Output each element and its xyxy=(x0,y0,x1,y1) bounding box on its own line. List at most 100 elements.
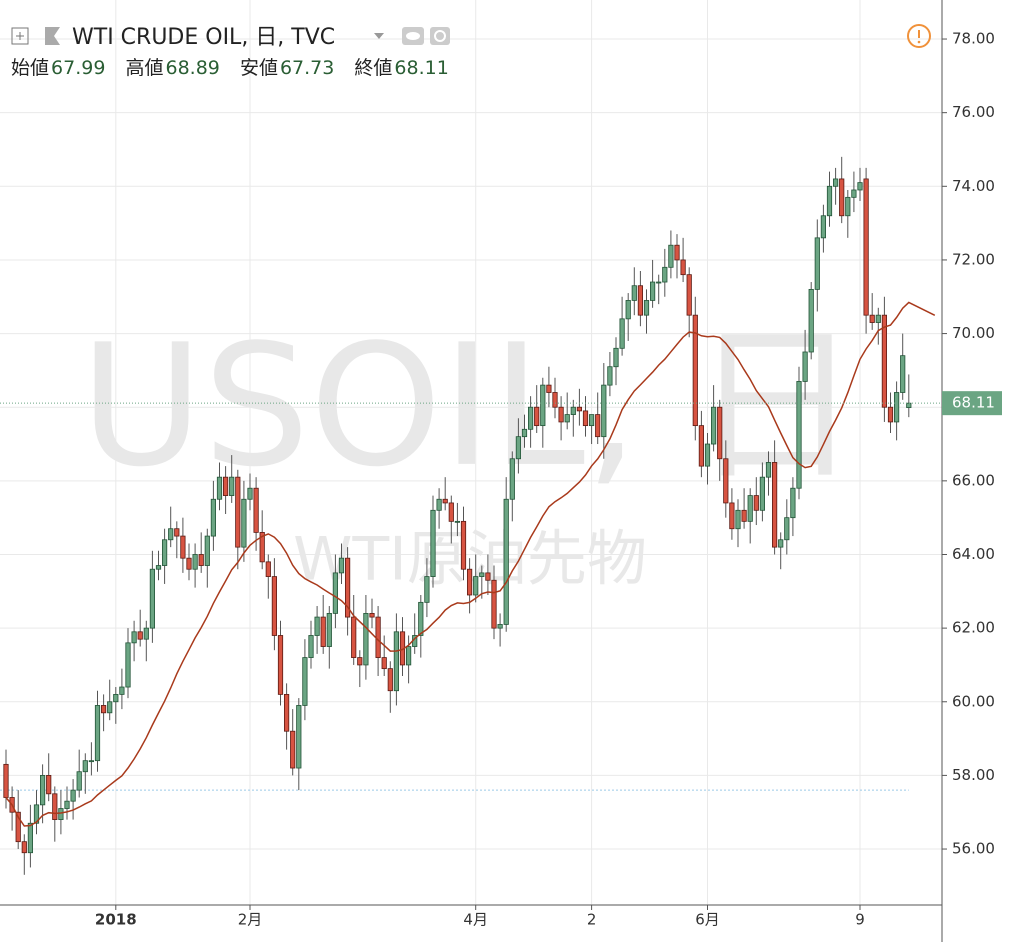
y-tick-label: 56.00 xyxy=(952,840,995,858)
candle-body xyxy=(320,616,326,647)
candle xyxy=(290,709,296,776)
candle-body xyxy=(290,730,296,769)
candle xyxy=(302,639,308,721)
candle-body xyxy=(582,410,589,427)
candle xyxy=(119,668,125,710)
plot xyxy=(0,156,942,875)
candle xyxy=(668,230,674,279)
add-icon[interactable] xyxy=(11,27,29,45)
candle xyxy=(552,377,558,419)
candle xyxy=(881,296,888,422)
flag-icon[interactable] xyxy=(45,27,60,45)
candle xyxy=(418,594,424,658)
y-tick-label: 74.00 xyxy=(952,177,995,195)
candle xyxy=(637,270,644,327)
candle-body xyxy=(247,487,253,500)
candle xyxy=(40,764,46,824)
candle-body xyxy=(155,565,162,570)
candle-body xyxy=(186,557,192,570)
candle-body xyxy=(58,808,64,820)
candle xyxy=(863,167,869,334)
ohlc-value: 67.99 xyxy=(51,57,105,79)
candle-body xyxy=(887,406,894,423)
candle xyxy=(515,418,522,474)
moving-average xyxy=(5,301,936,827)
candle xyxy=(509,451,515,522)
candle xyxy=(326,606,332,669)
candle xyxy=(369,598,375,629)
candle xyxy=(723,440,729,518)
candle-body xyxy=(271,576,278,636)
candle-body xyxy=(460,520,467,570)
candle-body xyxy=(509,458,515,500)
candle xyxy=(906,374,912,418)
candle-body xyxy=(534,406,540,427)
candle xyxy=(448,495,454,544)
candle-body xyxy=(192,554,198,570)
candle xyxy=(894,381,900,441)
candle xyxy=(839,156,845,224)
candle xyxy=(277,620,284,706)
candle-body xyxy=(772,462,778,548)
candle xyxy=(149,550,155,643)
candle xyxy=(204,528,210,588)
candle xyxy=(521,414,528,448)
candle-body xyxy=(308,635,314,658)
candle-body xyxy=(94,705,101,762)
candle xyxy=(88,742,94,776)
candle-body xyxy=(820,215,827,239)
candle xyxy=(76,749,82,798)
candle-body xyxy=(52,793,58,820)
candle-body xyxy=(613,347,619,368)
candle-body xyxy=(528,406,534,430)
candle xyxy=(113,687,119,724)
candle xyxy=(58,790,64,835)
candle xyxy=(528,396,534,448)
candle xyxy=(430,495,436,588)
candle xyxy=(64,786,70,820)
candle xyxy=(735,499,741,548)
eye-icon-shape xyxy=(406,32,420,40)
candle-body xyxy=(436,498,442,511)
dropdown-icon[interactable] xyxy=(374,33,384,39)
candle-body xyxy=(546,384,552,393)
candle-body xyxy=(82,760,88,773)
ohlc-label: 安値 xyxy=(240,57,278,79)
candle xyxy=(308,620,314,669)
candle-body xyxy=(875,314,881,323)
candle xyxy=(857,167,863,202)
candle-body xyxy=(168,528,174,541)
candle xyxy=(485,554,491,595)
candle-body xyxy=(723,458,729,504)
candle-body xyxy=(845,196,851,217)
candle-body xyxy=(814,237,820,290)
candle xyxy=(155,550,162,581)
candle-body xyxy=(326,612,332,647)
settings-icon[interactable] xyxy=(430,27,450,45)
alert-icon[interactable] xyxy=(907,24,931,48)
candle-body xyxy=(906,402,912,408)
candle xyxy=(405,635,412,684)
candle-body xyxy=(253,487,259,533)
candle-body xyxy=(88,760,94,763)
y-tick-label: 66.00 xyxy=(952,471,995,489)
candle-body xyxy=(76,771,82,791)
candle xyxy=(778,532,784,570)
candle xyxy=(607,351,613,397)
candle xyxy=(601,363,607,459)
candle-body xyxy=(826,185,833,217)
candle xyxy=(814,219,820,312)
candle-body xyxy=(161,539,168,566)
candle xyxy=(235,469,241,570)
candle xyxy=(466,558,473,614)
candle xyxy=(393,613,400,706)
candle-body xyxy=(607,366,613,386)
candle xyxy=(222,466,229,514)
candle xyxy=(643,289,650,334)
candle-body xyxy=(143,627,149,640)
candle-body xyxy=(485,572,491,581)
candle-body xyxy=(27,822,34,854)
candle xyxy=(704,432,711,485)
